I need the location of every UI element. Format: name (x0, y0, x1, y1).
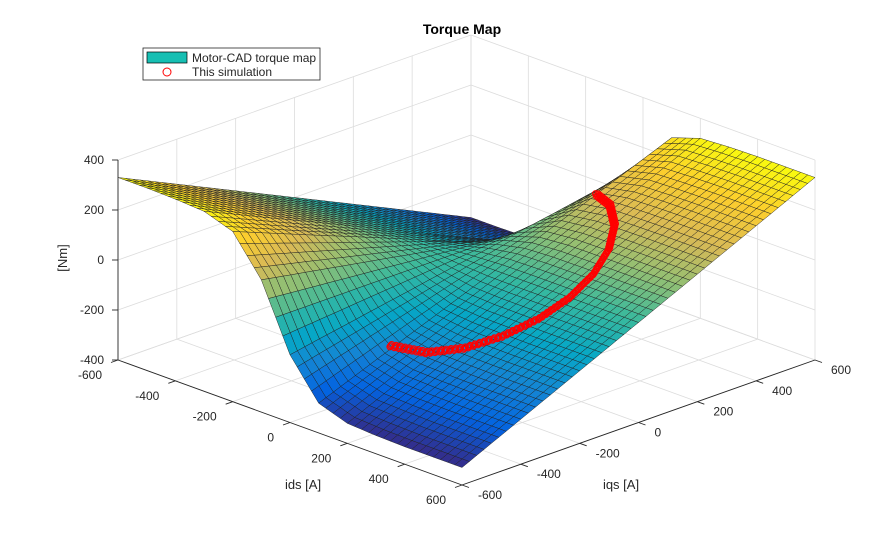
z-tick-label: -400 (80, 353, 104, 367)
y-tick-label: 400 (772, 384, 792, 398)
y-tick-mark (462, 485, 469, 488)
x-tick-label: 600 (426, 493, 446, 507)
y-tick-label: -400 (537, 467, 561, 481)
x-tick-mark (283, 423, 290, 426)
x-tick-label: -200 (193, 410, 217, 424)
y-tick-label: -600 (478, 488, 502, 502)
x-tick-label: 400 (369, 472, 389, 486)
y-tick-mark (521, 464, 528, 467)
x-tick-mark (398, 464, 405, 467)
chart-title: Torque Map (423, 21, 501, 37)
y-tick-mark (756, 381, 763, 384)
y-axis-label: iqs [A] (603, 477, 639, 492)
x-tick-label: -400 (135, 389, 159, 403)
z-tick-label: 200 (84, 203, 104, 217)
y-tick-label: 600 (831, 363, 851, 377)
x-tick-mark (455, 485, 462, 488)
x-tick-label: 200 (311, 451, 331, 465)
z-tick-label: 400 (84, 153, 104, 167)
torque-surface (118, 138, 815, 468)
x-tick-mark (340, 443, 347, 446)
legend-label-simulation: This simulation (192, 65, 272, 79)
x-axis-label: ids [A] (285, 477, 321, 492)
y-tick-mark (580, 443, 587, 446)
z-tick-label: -200 (80, 303, 104, 317)
y-tick-label: -200 (596, 446, 620, 460)
z-tick-label: 0 (97, 253, 104, 267)
y-tick-mark (815, 360, 822, 363)
x-tick-mark (168, 381, 175, 384)
y-tick-mark (639, 423, 646, 426)
x-tick-mark (226, 402, 233, 405)
y-tick-mark (697, 402, 704, 405)
y-tick-label: 200 (713, 405, 733, 419)
z-axis-label: [Nm] (55, 244, 70, 271)
x-tick-label: -600 (78, 368, 102, 382)
legend-label-torque-map: Motor-CAD torque map (192, 51, 316, 65)
legend-surface-swatch (147, 52, 187, 63)
y-tick-label: 0 (655, 426, 662, 440)
legend: Motor-CAD torque map This simulation (143, 48, 320, 80)
x-tick-label: 0 (267, 431, 274, 445)
